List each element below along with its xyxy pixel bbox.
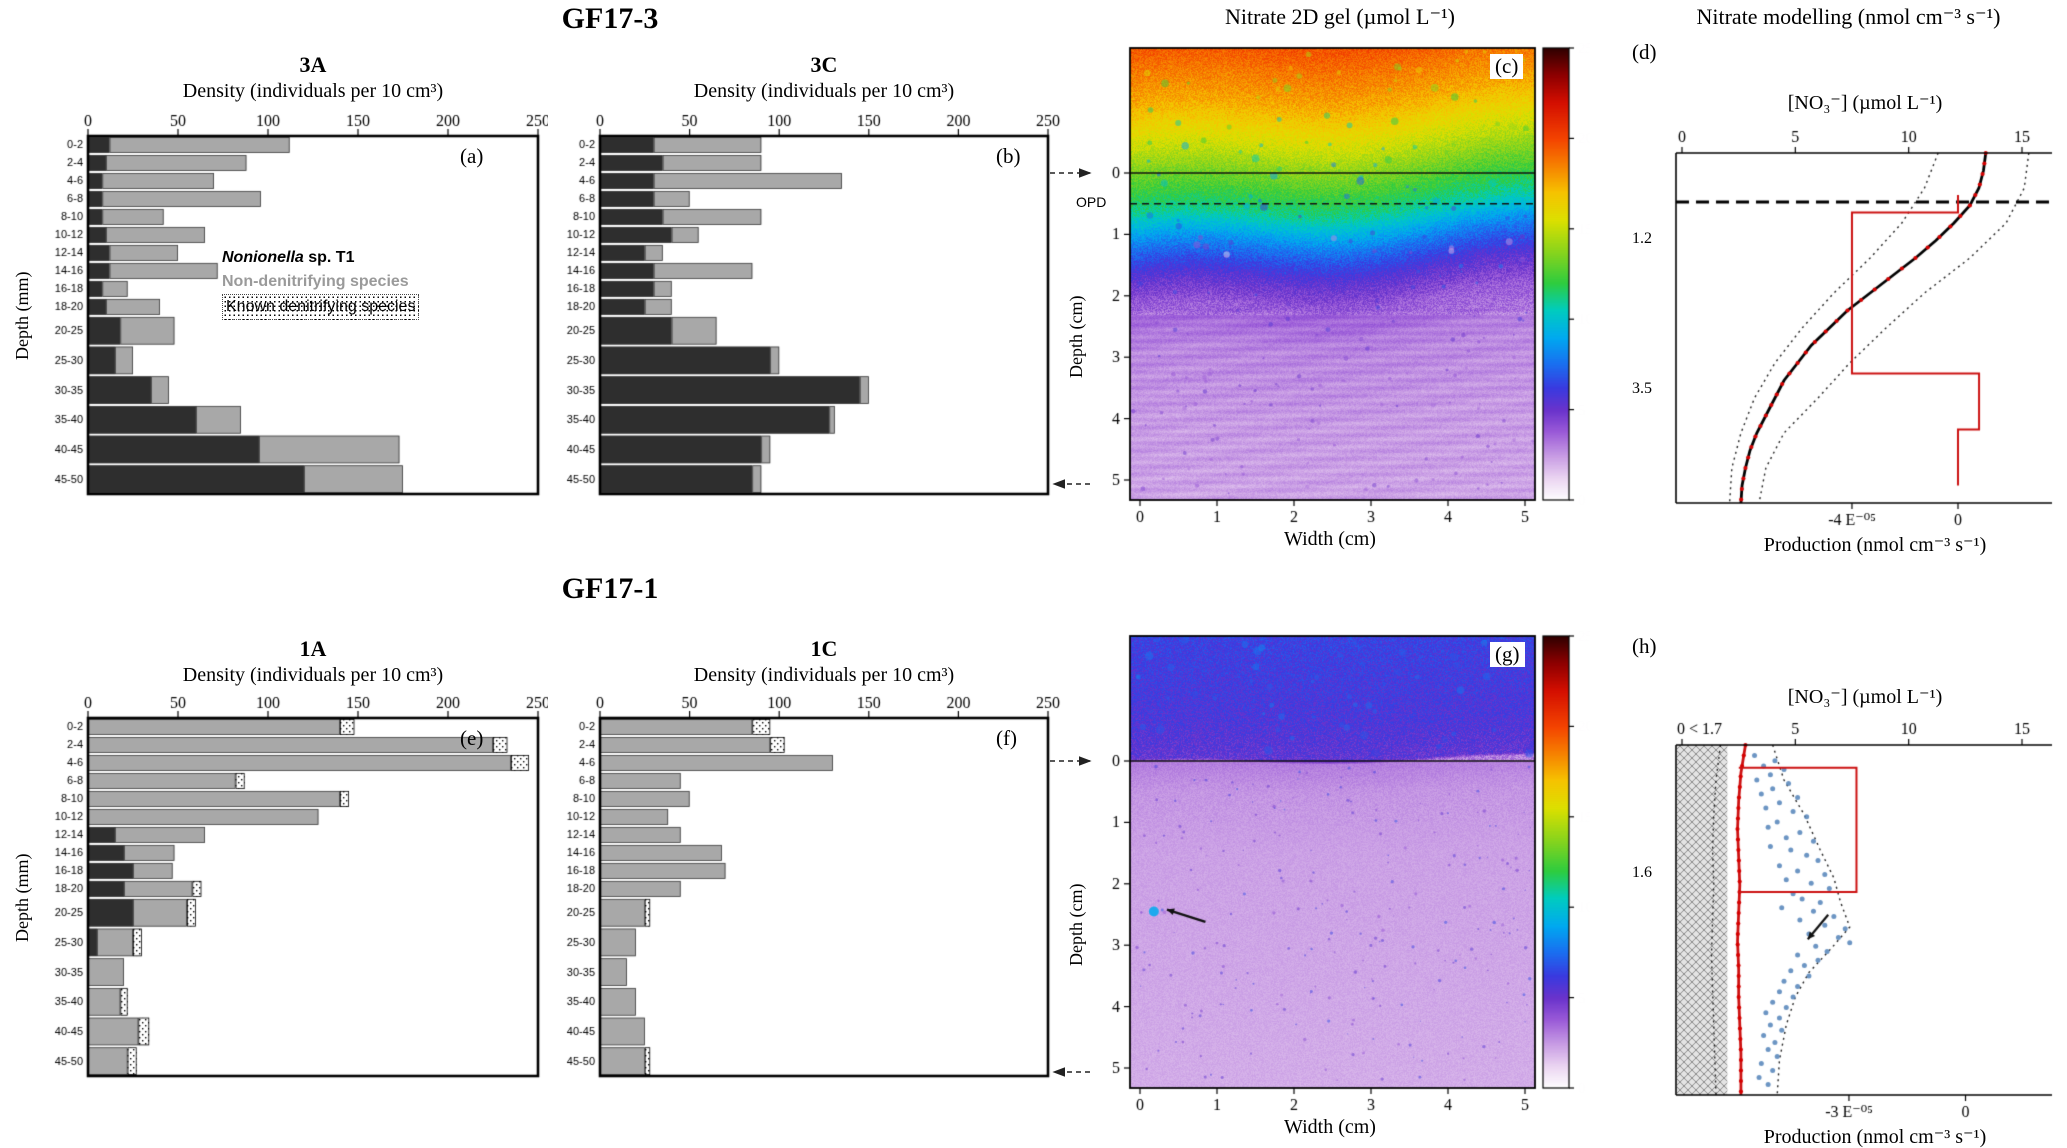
nitrate-gel-heatmap-bottom-canvas: [1085, 628, 1590, 1140]
legend-known-denitrifying-box: Known denitrifying species: [222, 294, 420, 320]
legend-known-denitrifying: Known denitrifying species: [222, 294, 420, 320]
legend-non-denitrifying: Non-denitrifying species: [222, 273, 409, 290]
panel-letter-a: (a): [460, 144, 484, 168]
opd-label: OPD: [1076, 194, 1107, 210]
legend-nonionella: Nonionella sp. T1: [222, 246, 419, 270]
density-axis-title-3a: Density (individuals per 10 cm³): [182, 80, 444, 102]
bar-chart-1a-canvas: [0, 694, 548, 1094]
depth-label-1-2: 1.2: [1632, 230, 1652, 247]
depth-cm-axis-label-bottom: Depth (cm): [1066, 883, 1086, 966]
depth-mm-axis-label-1a: Depth (mm): [12, 853, 32, 942]
panel-letter-c: (c): [1490, 54, 1524, 79]
production-axis-label-h: Production (nmol cm⁻³ s⁻¹): [1763, 1126, 1987, 1148]
depth-label-3-5: 3.5: [1632, 380, 1652, 397]
gel-title-top: Nitrate 2D gel (µmol L⁻¹): [1224, 4, 1456, 29]
panel-letter-d: (d): [1632, 40, 1657, 64]
nitrate-gel-heatmap-top-canvas: [1085, 40, 1590, 552]
panel-letter-f: (f): [996, 726, 1017, 750]
density-axis-title-1c: Density (individuals per 10 cm³): [693, 664, 955, 686]
density-axis-title-3c: Density (individuals per 10 cm³): [693, 80, 955, 102]
depth-cm-axis-label-top: Depth (cm): [1066, 295, 1086, 378]
modelling-title: Nitrate modelling (nmol cm⁻³ s⁻¹): [1696, 4, 2001, 29]
legend-nonionella-rest: sp. T1: [303, 249, 355, 266]
section-title-gf17-1: GF17-1: [561, 572, 659, 605]
species-legend: Nonionella sp. T1 Non-denitrifying speci…: [222, 246, 420, 320]
nitrate-profile-d-canvas: [1660, 118, 2067, 530]
chart-title-3c: 3C: [810, 52, 838, 77]
panel-letter-e: (e): [460, 726, 484, 750]
density-axis-title-1a: Density (individuals per 10 cm³): [182, 664, 444, 686]
panel-letter-g: (g): [1490, 642, 1525, 667]
no3-axis-title-d: [NO₃⁻] (µmol L⁻¹): [1787, 92, 1943, 114]
production-axis-label-d: Production (nmol cm⁻³ s⁻¹): [1763, 534, 1987, 556]
width-axis-label-bottom: Width (cm): [1284, 1116, 1376, 1138]
chart-title-3a: 3A: [299, 52, 327, 77]
bar-chart-3c-canvas: [560, 112, 1108, 512]
bar-chart-1c-canvas: [560, 694, 1108, 1094]
chart-title-1a: 1A: [299, 636, 327, 661]
nitrate-profile-h-canvas: [1660, 710, 2067, 1122]
legend-nonionella-italic: Nonionella: [222, 249, 304, 266]
section-title-gf17-3: GF17-3: [561, 2, 659, 35]
panel-letter-b: (b): [996, 144, 1021, 168]
chart-title-1c: 1C: [810, 636, 838, 661]
depth-label-1-6: 1.6: [1632, 864, 1652, 881]
no3-axis-title-h: [NO₃⁻] (µmol L⁻¹): [1787, 686, 1943, 708]
width-axis-label-top: Width (cm): [1284, 528, 1376, 550]
panel-letter-h: (h): [1632, 634, 1657, 658]
depth-mm-axis-label-3a: Depth (mm): [12, 271, 32, 360]
